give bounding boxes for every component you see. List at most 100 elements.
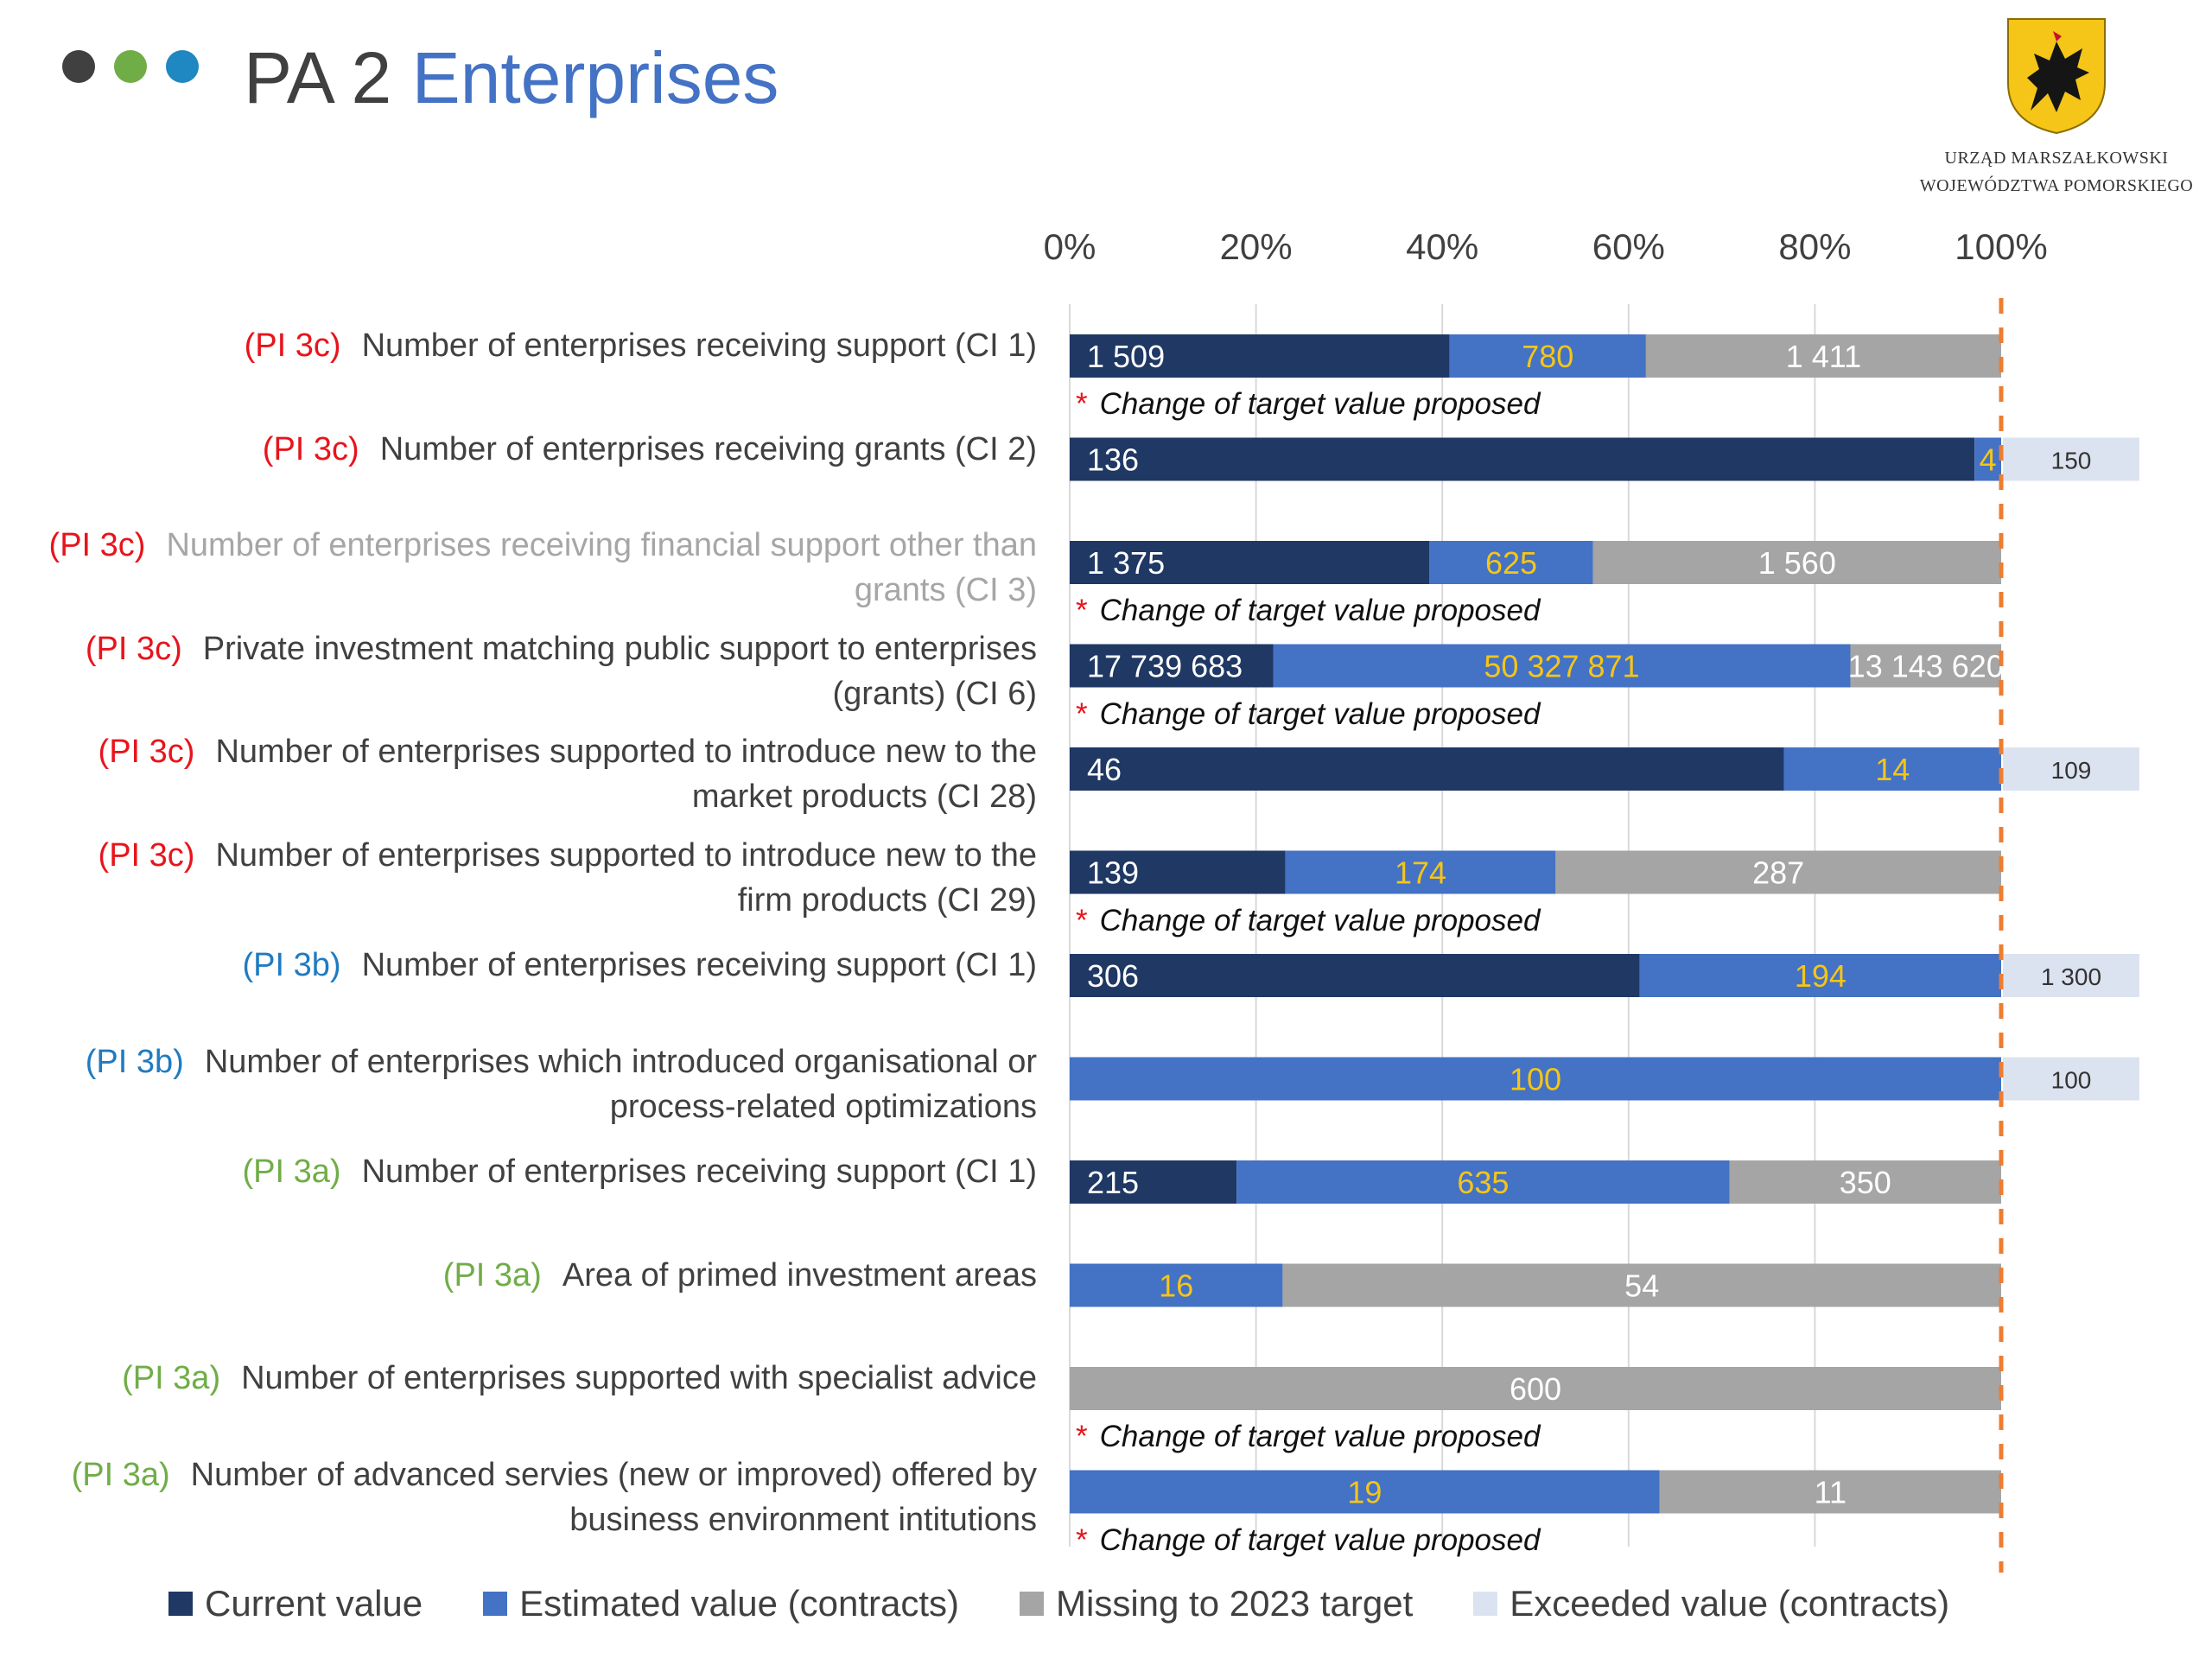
target-change-note: * Change of target value proposed	[1076, 594, 1540, 628]
row-label-line: (PI 3b) Number of enterprises receiving s…	[243, 943, 1037, 988]
bar-current	[1070, 1160, 1237, 1204]
target-change-note: * Change of target value proposed	[1076, 1523, 1540, 1558]
priority-investment-tag: (PI 3c)	[48, 527, 146, 563]
bar-exceeded	[2003, 747, 2139, 791]
bar-missing	[1592, 541, 2001, 584]
priority-investment-tag: (PI 3b)	[242, 947, 341, 983]
asterisk-icon: *	[1076, 594, 1088, 627]
bar-estimated	[1974, 437, 2001, 481]
row-label-line: grants (CI 3)	[49, 568, 1037, 613]
priority-investment-tag: (PI 3a)	[242, 1154, 341, 1190]
section-title: Enterprises	[411, 37, 779, 118]
target-change-note: * Change of target value proposed	[1076, 1420, 1540, 1454]
priority-investment-tag: (PI 3b)	[85, 1043, 184, 1080]
target-change-note: * Change of target value proposed	[1076, 387, 1540, 422]
row-label: (PI 3c) Number of enterprises supported t…	[99, 729, 1037, 819]
bar-current-label: 1 509	[1087, 339, 1165, 374]
row-label-text: Number of enterprises receiving support …	[361, 947, 1037, 983]
row-label: (PI 3b) Number of enterprises receiving s…	[243, 943, 1037, 988]
note-text: Change of target value proposed	[1099, 1522, 1541, 1557]
bar-missing-label: 13 143 620	[1848, 649, 2004, 684]
legend-label: Current value	[205, 1583, 423, 1624]
note-text: Change of target value proposed	[1099, 696, 1541, 731]
chart-legend: Current value Estimated value (contracts)…	[168, 1583, 2010, 1624]
bar-current-label: 17 739 683	[1087, 649, 1243, 684]
x-tick-label: 20%	[1220, 226, 1293, 267]
row-label-text: Number of enterprises which introduced o…	[204, 1043, 1037, 1080]
bar-estimated	[1783, 747, 2001, 791]
bar-missing	[1659, 1470, 2001, 1514]
bar-estimated-label: 174	[1395, 855, 1446, 891]
legend-label: Exceeded value (contracts)	[1510, 1583, 1950, 1624]
row-label: (PI 3a) Number of enterprises receiving s…	[243, 1149, 1037, 1194]
bar-current	[1070, 437, 1975, 481]
row-label-text: business environment intitutions	[569, 1501, 1037, 1538]
bar-estimated	[1070, 1470, 1660, 1514]
x-tick-label: 100%	[1955, 226, 2047, 267]
bar-exceeded	[2003, 954, 2139, 997]
row-label: (PI 3a) Number of enterprises supported w…	[122, 1356, 1037, 1401]
asterisk-icon: *	[1076, 387, 1088, 421]
target-change-note: * Change of target value proposed	[1076, 904, 1540, 938]
legend-swatch	[483, 1592, 508, 1616]
target-change-note: * Change of target value proposed	[1076, 697, 1540, 732]
status-dot-blue	[166, 50, 199, 83]
bar-current	[1070, 334, 1450, 378]
row-label-text: Area of primed investment areas	[562, 1256, 1037, 1294]
bar-exceeded	[2003, 437, 2139, 481]
row-label-text: Number of enterprises receiving grants (…	[379, 430, 1037, 467]
row-label-line: market products (CI 28)	[99, 774, 1037, 819]
row-label: (PI 3c) Private investment matching publi…	[86, 626, 1037, 716]
logo-text-line1: URZĄD MARSZAŁKOWSKI	[1944, 149, 2169, 168]
row-label-text: Number of enterprises supported to intro…	[215, 836, 1037, 874]
asterisk-icon: *	[1076, 1420, 1088, 1453]
status-dot-dark	[62, 50, 95, 83]
bar-estimated-label: 635	[1457, 1165, 1509, 1200]
row-label-line: (PI 3a) Number of advanced servies (new o…	[72, 1452, 1037, 1497]
legend-item: Estimated value (contracts)	[483, 1583, 959, 1624]
row-label: (PI 3c) Number of enterprises receiving f…	[49, 523, 1037, 613]
row-label-text: Number of enterprises supported with spe…	[241, 1360, 1037, 1396]
bar-missing-label: 600	[1510, 1371, 1561, 1407]
griffin-coat-of-arms-icon	[2007, 18, 2106, 135]
bar-estimated	[1070, 1263, 1283, 1307]
bar-estimated-label: 780	[1522, 339, 1573, 374]
bar-estimated	[1639, 954, 2001, 997]
bar-exceeded-label: 150	[2051, 448, 2092, 474]
bar-current	[1070, 850, 1286, 894]
legend-label: Estimated value (contracts)	[519, 1583, 959, 1624]
bar-current	[1070, 747, 1784, 791]
row-label: (PI 3c) Number of enterprises receiving g…	[263, 427, 1037, 472]
priority-investment-tag: (PI 3a)	[442, 1256, 542, 1294]
asterisk-icon: *	[1076, 1522, 1088, 1557]
row-label-text: market products (CI 28)	[691, 779, 1037, 815]
bar-current-label: 1 375	[1087, 545, 1165, 581]
row-label-text: Number of advanced servies (new or impro…	[190, 1456, 1037, 1493]
status-dot-green	[114, 50, 147, 83]
row-label-line: (PI 3a) Number of enterprises receiving s…	[243, 1149, 1037, 1194]
x-tick-label: 80%	[1778, 226, 1851, 267]
bar-estimated-label: 19	[1347, 1475, 1382, 1510]
bar-estimated-label: 50 327 871	[1484, 649, 1639, 684]
bar-estimated	[1236, 1160, 1730, 1204]
bar-missing	[1645, 334, 2001, 378]
bar-missing-label: 350	[1840, 1165, 1891, 1200]
bar-missing	[1070, 1367, 2001, 1410]
logo: URZĄD MARSZAŁKOWSKI WOJEWÓDZTWA POMORSKI…	[1910, 16, 2203, 214]
priority-investment-tag: (PI 3c)	[244, 327, 341, 364]
row-label: (PI 3a) Number of advanced servies (new o…	[72, 1452, 1037, 1542]
bar-current-label: 306	[1087, 958, 1139, 994]
bar-estimated-label: 4	[1980, 442, 1997, 478]
row-label: (PI 3b) Number of enterprises which intro…	[86, 1039, 1037, 1129]
priority-investment-tag: (PI 3c)	[85, 630, 182, 667]
row-label-text: (grants) (CI 6)	[832, 675, 1037, 712]
bar-missing-label: 1 411	[1786, 339, 1861, 374]
row-label-line: business environment intitutions	[72, 1497, 1037, 1542]
bar-missing-label: 287	[1752, 855, 1804, 891]
row-label-line: (grants) (CI 6)	[86, 671, 1037, 716]
legend-swatch	[168, 1592, 193, 1616]
bar-estimated-label: 16	[1159, 1268, 1193, 1304]
row-label-text: grants (CI 3)	[854, 572, 1037, 608]
bar-estimated	[1273, 644, 1851, 688]
